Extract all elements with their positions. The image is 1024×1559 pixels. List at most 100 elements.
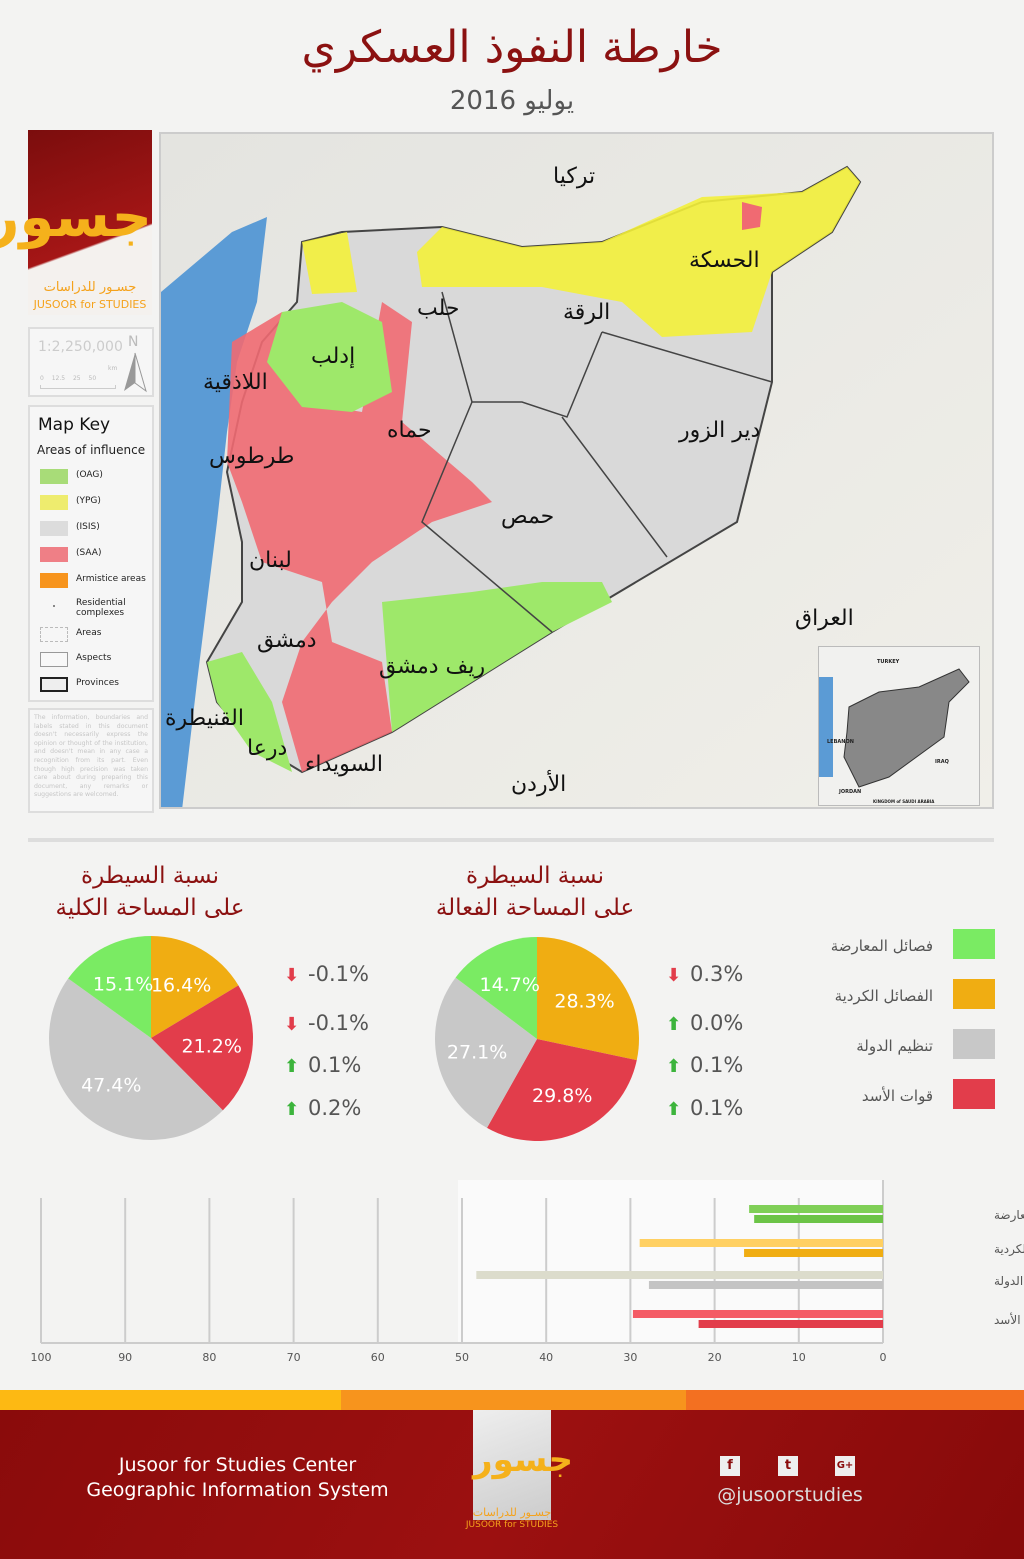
color-stripe (0, 1390, 1024, 1410)
change-indicator: ⬆ 0.1% (666, 1053, 743, 1077)
change-value: 0.1% (690, 1096, 744, 1120)
inset-map-canvas (819, 668, 970, 788)
pie-slice (48, 978, 223, 1140)
legend-opposition: فصائل المعارضة (820, 929, 995, 959)
label-homs: حمص (501, 504, 555, 529)
jusoor-logo: جسور جسـور للدراسات JUSOOR for STUDIES (0, 130, 152, 315)
north-label: N (128, 334, 139, 350)
x-tick-label: 10 (792, 1351, 806, 1364)
social-handle[interactable]: @jusoorstudies (717, 1484, 863, 1506)
pie-slice-label: 47.4% (81, 1075, 141, 1097)
x-tick-label: 20 (708, 1351, 722, 1364)
pie-slice-label: 27.1% (447, 1042, 507, 1064)
x-tick-label: 60 (371, 1351, 385, 1364)
key-item-saa: (SAA) (38, 545, 150, 565)
inset-label-lebanon: LEBANON (827, 739, 854, 745)
key-item-ypg: (YPG) (38, 493, 150, 513)
change-indicator: ⬇ -0.1% (284, 962, 369, 986)
change-indicator: ⬆ 0.1% (284, 1053, 361, 1077)
pie-slice (455, 937, 537, 1039)
label-damascus: دمشق (257, 628, 317, 653)
label-rif-dimashq: ريف دمشق (379, 654, 486, 679)
bar (639, 1239, 883, 1247)
bar-chart: 1009080706050403020100فصائل المعارضةالفص… (31, 1180, 1024, 1364)
x-tick-label: 80 (202, 1351, 216, 1364)
map-key-subtitle: Areas of influence (37, 443, 146, 457)
google-plus-icon[interactable]: G+ (835, 1456, 855, 1476)
map-canvas (161, 134, 992, 807)
inset-label-iraq: IRAQ (935, 759, 949, 765)
arrow-up-icon: ⬆ (666, 1056, 682, 1077)
syria-map[interactable]: تركيا الحسكة حلب الرقة إدلب اللاذقية حما… (159, 132, 994, 809)
change-value: 0.0% (690, 1011, 744, 1035)
pie-slice-label: 29.8% (532, 1085, 592, 1107)
pie-charts: 16.4% 21.2% 47.4% 15.1% 28.3% 29.8% 27.1% 14.7% (48, 936, 639, 1141)
bar (754, 1215, 883, 1223)
x-tick-label: 40 (539, 1351, 553, 1364)
footer-logo-english: JUSOOR for STUDIES (465, 1520, 559, 1530)
scale-panel: 1:2,250,000 N 0 12.5 25 50 km (28, 327, 154, 397)
x-tick-label: 70 (287, 1351, 301, 1364)
arrow-up-icon: ⬆ (666, 1099, 682, 1120)
pie-slice (151, 936, 239, 1038)
bar (749, 1205, 883, 1213)
scale-unit: km (108, 365, 118, 372)
section-divider (28, 838, 994, 842)
footer-gis-name: Geographic Information System (86, 1479, 389, 1501)
arrow-down-icon: ⬇ (666, 965, 682, 986)
key-item-armistice: Armistice areas (38, 571, 150, 591)
footer-org-name: Jusoor for Studies Center (118, 1454, 357, 1476)
pie-slice-label: 21.2% (182, 1036, 242, 1058)
logo-glyph: جسور (0, 185, 152, 250)
scale-bar (40, 385, 116, 389)
scale-ticks: 0 12.5 25 50 (40, 375, 97, 382)
north-arrow-icon (124, 352, 147, 393)
oag-area-idlib (267, 302, 392, 412)
label-hama: حماه (387, 418, 432, 443)
x-tick-label: 0 (880, 1351, 887, 1364)
arrow-up-icon: ⬆ (666, 1014, 682, 1035)
map-key-title: Map Key (38, 415, 111, 435)
pie-effective-title: نسبة السيطرة على المساحة الفعالة (435, 863, 635, 921)
mediterranean-sea (161, 217, 267, 807)
bar (632, 1310, 883, 1318)
x-tick-label: 90 (118, 1351, 132, 1364)
date-subtitle: يوليو 2016 (449, 86, 575, 116)
facebook-icon[interactable]: f (720, 1456, 740, 1476)
change-value: -0.1% (308, 962, 369, 986)
pie-slice (537, 937, 639, 1061)
label-aleppo: حلب (417, 296, 460, 321)
logo-arabic: جسـور للدراسات (43, 280, 137, 295)
arrow-up-icon: ⬆ (284, 1099, 300, 1120)
plot-band (458, 1180, 883, 1343)
inset-label-saudi: KINGDOM of SAUDI ARABIA (873, 799, 935, 804)
change-value: 0.1% (308, 1053, 362, 1077)
pie-total-title: نسبة السيطرة على المساحة الكلية (55, 863, 245, 921)
x-tick-label: 30 (623, 1351, 637, 1364)
change-value: 0.3% (690, 962, 744, 986)
oag-area-daraa (207, 652, 292, 772)
bar (648, 1281, 883, 1289)
saa-area-hasakah (742, 202, 762, 230)
label-daraa: درعا (247, 736, 288, 761)
twitter-icon[interactable]: t (778, 1456, 798, 1476)
label-iraq: العراق (795, 606, 854, 631)
legend-regime: قوات الأسد (820, 1079, 995, 1109)
pie-slice-label: 28.3% (554, 990, 614, 1012)
label-quneitra: القنيطرة (165, 706, 244, 731)
ypg-area-afrin (302, 232, 357, 294)
change-indicator: ⬇ 0.3% (666, 962, 743, 986)
inset-label-turkey: TURKEY (877, 659, 900, 665)
label-jordan: الأردن (511, 772, 567, 797)
legend-isis: تنظيم الدولة (820, 1029, 995, 1059)
inset-label-jordan: JORDAN (839, 789, 862, 795)
category-label: الفصائل الكردية (994, 1242, 1024, 1257)
scale-ratio: 1:2,250,000 (38, 339, 123, 355)
key-item-oag: (OAG) (38, 467, 150, 487)
footer-logo-arabic: جسـور للدراسات (472, 1506, 552, 1519)
label-hasakah: الحسكة (689, 248, 760, 273)
x-tick-label: 100 (31, 1351, 52, 1364)
change-value: 0.1% (690, 1053, 744, 1077)
change-value: 0.2% (308, 1096, 362, 1120)
change-value: -0.1% (308, 1011, 369, 1035)
